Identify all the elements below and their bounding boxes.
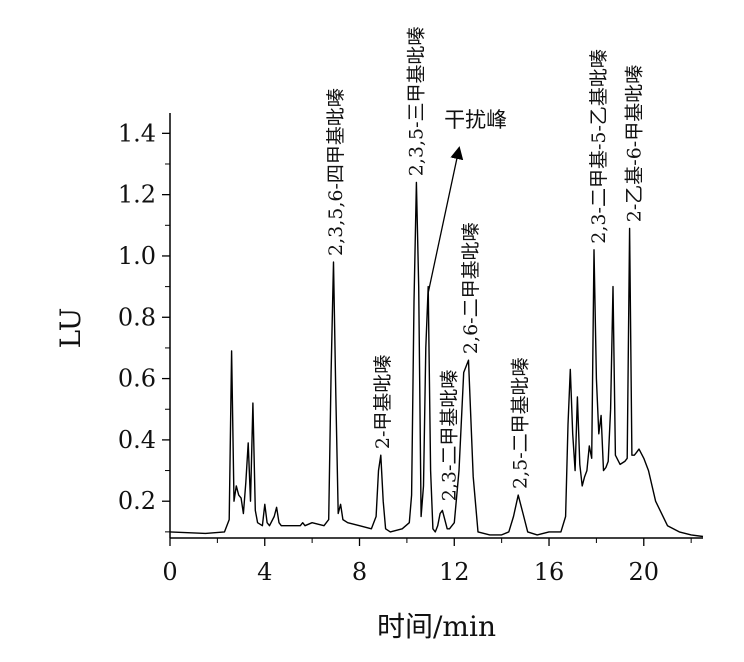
x-tick-label: 16 bbox=[534, 558, 565, 586]
annotation-label: 干扰峰 bbox=[444, 108, 507, 132]
y-tick-label: 1.0 bbox=[118, 242, 156, 270]
x-tick-label: 8 bbox=[352, 558, 367, 586]
y-tick-label: 1.2 bbox=[118, 181, 156, 209]
y-axis-title: LU bbox=[54, 308, 87, 349]
y-tick-label: 0.4 bbox=[118, 426, 156, 454]
peak-label: 2,3-二甲基-5-乙基吡嗪 bbox=[588, 49, 610, 244]
peak-label: 2,5-二甲基吡嗪 bbox=[510, 357, 532, 489]
y-tick-label: 0.8 bbox=[118, 303, 156, 331]
interference-arrow bbox=[427, 146, 464, 293]
y-tick-label: 1.4 bbox=[118, 119, 156, 147]
x-tick-label: 4 bbox=[257, 558, 272, 586]
peak-label: 2,3,5,6-四甲基吡嗪 bbox=[325, 88, 347, 256]
x-tick-label: 0 bbox=[162, 558, 177, 586]
peak-labels: 2,3,5,6-四甲基吡嗪 2-甲基吡嗪 2,3,5-三甲基吡嗪 2,3-二甲基吡嗪 2… bbox=[325, 26, 645, 501]
x-tick-label: 12 bbox=[439, 558, 470, 586]
peak-label: 2,3,5-三甲基吡嗪 bbox=[405, 26, 427, 176]
x-axis-title: 时间/min bbox=[377, 610, 496, 643]
y-tick-label: 0.2 bbox=[118, 487, 156, 515]
y-tick-label: 0.6 bbox=[118, 365, 156, 393]
peak-label: 2-甲基吡嗪 bbox=[372, 355, 394, 450]
peak-label: 2,6-二甲基吡嗪 bbox=[460, 222, 482, 354]
peak-label: 2-乙基-6-甲基吡嗪 bbox=[623, 65, 645, 222]
plot-area bbox=[169, 146, 704, 538]
series-line bbox=[169, 181, 704, 538]
peak-label: 2,3-二甲基吡嗪 bbox=[439, 370, 461, 502]
axes: 0 4 8 12 16 20 0.2 0.4 0.6 0.8 1.0 1.2 1.4 bbox=[118, 113, 703, 586]
x-tick-label: 20 bbox=[629, 558, 660, 586]
